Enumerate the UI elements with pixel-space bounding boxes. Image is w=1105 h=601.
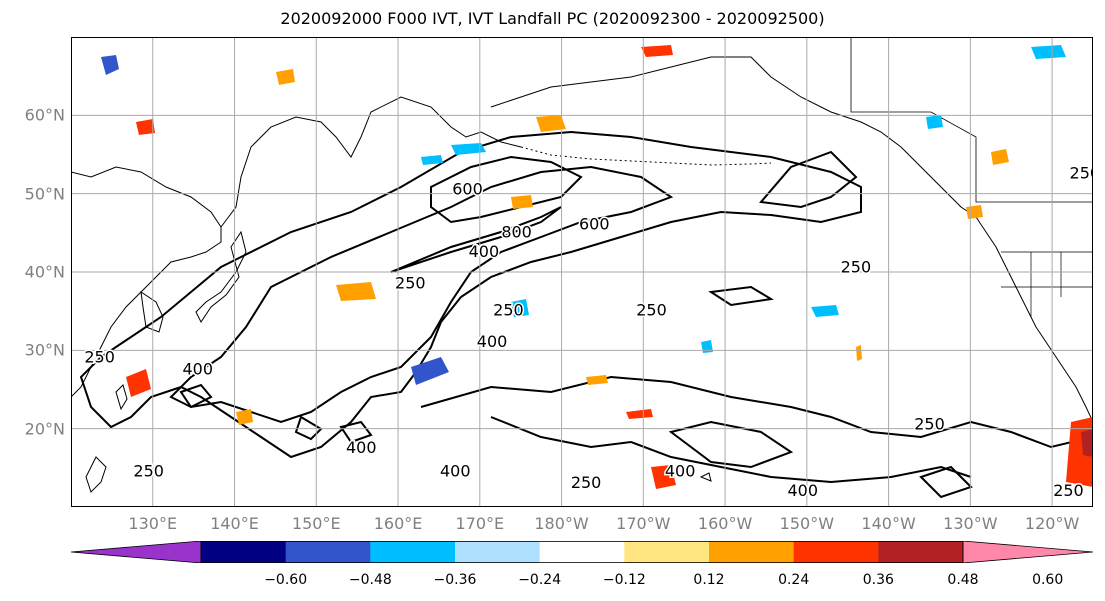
latitude-tick-label: 50°N <box>24 184 65 204</box>
contour-label: 250 <box>1070 164 1093 183</box>
longitude-tick-label: 130°W <box>943 514 998 533</box>
colorbar-tick-label: −0.12 <box>602 572 646 588</box>
longitude-tick-label: 140°E <box>210 514 259 533</box>
contour-label: 600 <box>579 215 610 234</box>
longitude-tick-label: 180°W <box>534 514 589 533</box>
colorbar-tick-label: 0.12 <box>693 572 725 588</box>
colorbar-tick-label: 0.60 <box>1032 572 1064 588</box>
contour-label: 250 <box>841 258 872 277</box>
colorbar-extend-low <box>71 541 202 563</box>
colorbar-tick-label: 0.24 <box>778 572 810 588</box>
colorbar-segment <box>878 541 964 563</box>
contour-label: 250 <box>133 461 164 480</box>
colorbar-tick-label: −0.24 <box>518 572 562 588</box>
map-border <box>71 37 1093 507</box>
latitude-tick-label: 30°N <box>24 340 65 360</box>
colorbar <box>71 541 1093 563</box>
contour-label: 400 <box>477 332 508 351</box>
colorbar-segment <box>624 541 710 563</box>
coastlines <box>71 37 1093 493</box>
contour-labels: 600 800 600 400 250 250 400 250 250 400 250 400 250 4… <box>83 162 1093 501</box>
longitude-tick-label: 160°W <box>697 514 753 533</box>
ivt-pc-shading <box>101 45 1093 489</box>
contour-label: 250 <box>914 414 945 433</box>
colorbar-tick-label: −0.48 <box>348 572 392 588</box>
contour-label: 600 <box>452 179 483 198</box>
colorbar-tick-label: −0.60 <box>264 572 308 588</box>
colorbar-extend-high <box>962 541 1093 563</box>
contour-label: 250 <box>636 301 667 320</box>
map-panel: 600 800 600 400 250 250 400 250 250 400 250 400 250 4… <box>71 37 1093 507</box>
contour-label: 400 <box>469 242 500 261</box>
longitude-tick-label: 140°W <box>861 514 916 533</box>
colorbar-segment <box>539 541 625 563</box>
colorbar-segment <box>709 541 795 563</box>
map-gridlines <box>71 37 1093 507</box>
longitude-tick-label: 170°W <box>616 514 671 533</box>
colorbar-segment <box>793 541 879 563</box>
colorbar-segment <box>455 541 541 563</box>
contour-label: 250 <box>571 473 602 492</box>
contour-label: 250 <box>84 348 115 367</box>
colorbar-segment <box>201 541 287 563</box>
longitude-tick-label: 130°E <box>128 514 178 533</box>
longitude-tick-label: 150°E <box>291 514 341 533</box>
contour-label: 400 <box>346 438 377 457</box>
latitude-tick-label: 60°N <box>24 105 65 125</box>
colorbar-outline <box>200 541 964 563</box>
colorbar-tick-label: 0.36 <box>862 572 894 588</box>
contour-label: 400 <box>787 481 818 500</box>
latitude-tick-label: 20°N <box>24 419 65 439</box>
colorbar-segment <box>285 541 371 563</box>
colorbar-segment <box>370 541 456 563</box>
longitude-tick-label: 170°E <box>455 514 505 533</box>
colorbar-tick-label: −0.36 <box>433 572 477 588</box>
latitude-tick-label: 40°N <box>24 262 65 282</box>
contour-label: 400 <box>182 359 213 378</box>
contour-label: 400 <box>665 461 696 480</box>
longitude-tick-label: 160°E <box>373 514 423 533</box>
contour-label: 400 <box>440 461 471 480</box>
contour-label: 250 <box>493 301 524 320</box>
map-canvas: 600 800 600 400 250 250 400 250 250 400 250 400 250 4… <box>71 37 1093 507</box>
colorbar-tick-label: 0.48 <box>947 572 979 588</box>
map-title: 2020092000 F000 IVT, IVT Landfall PC (20… <box>280 9 825 28</box>
contour-label: 800 <box>501 222 532 241</box>
ivt-contours <box>79 130 1093 499</box>
longitude-tick-label: 120°W <box>1024 514 1080 533</box>
contour-label: 250 <box>395 273 426 292</box>
contour-label: 250 <box>1053 481 1084 500</box>
longitude-tick-label: 150°W <box>779 514 835 533</box>
